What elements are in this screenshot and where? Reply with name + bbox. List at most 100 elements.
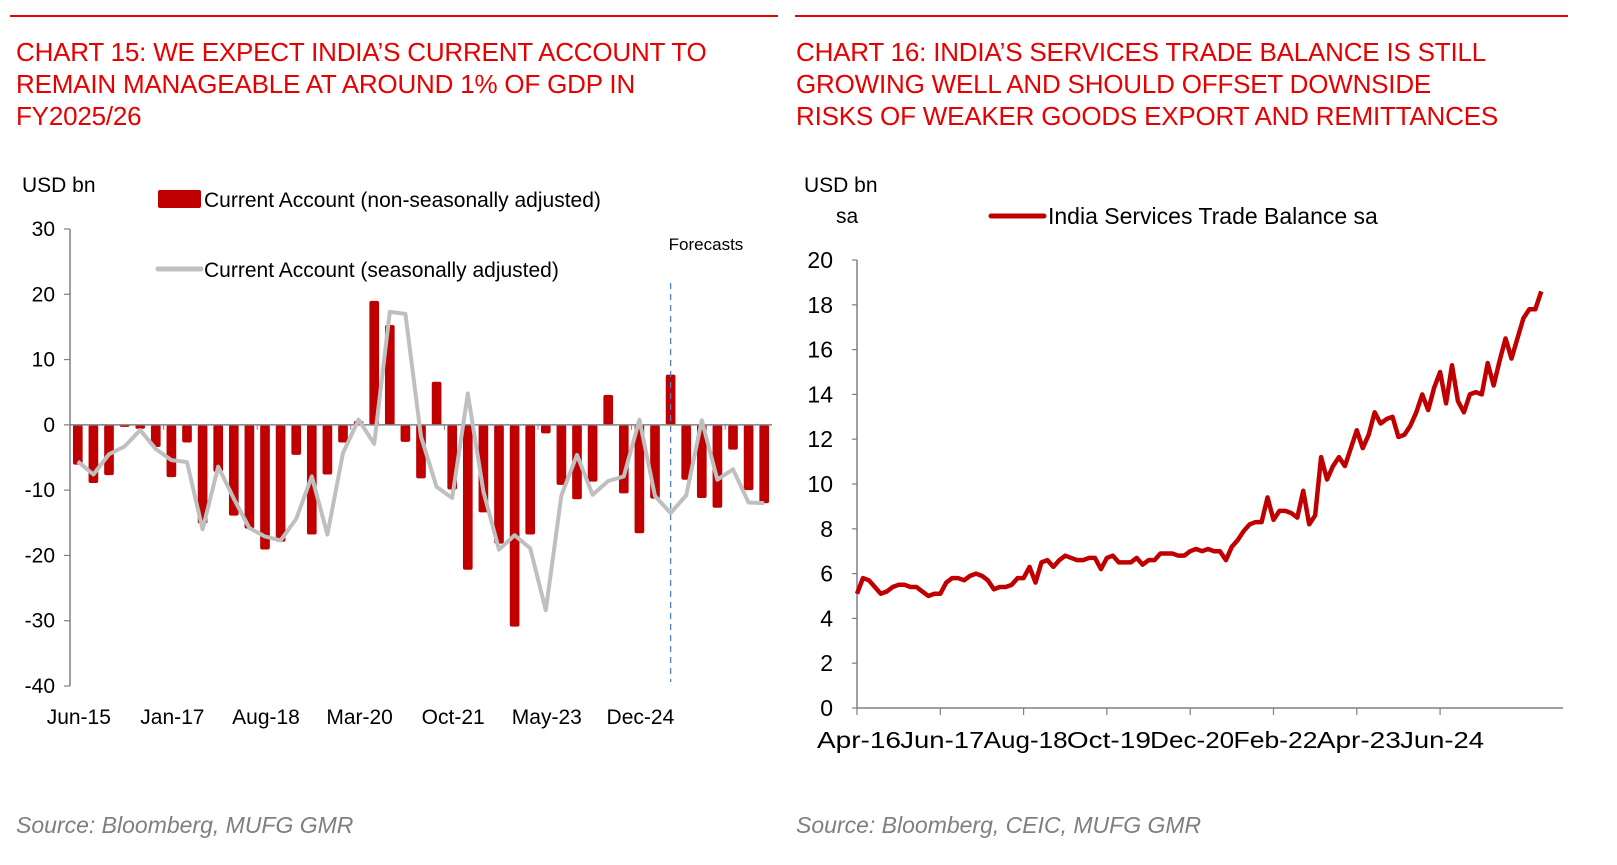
chart15-y-tick-labels: 30 20 10 0 -10 -20 -30 -40 xyxy=(25,218,55,698)
chart15-bar xyxy=(478,424,489,513)
chart16-x-tick-label: Jun-17 xyxy=(900,727,984,753)
chart16-legend: India Services Trade Balance sa xyxy=(988,203,1378,229)
chart15-bar xyxy=(712,424,723,508)
chart15-y-tick-label: -30 xyxy=(25,610,55,633)
chart15-forecasts-annotation: Forecasts xyxy=(669,235,744,254)
chart15-x-tick-label: May-23 xyxy=(512,706,582,729)
chart16-y-tick-label: 2 xyxy=(820,650,833,676)
chart15-x-tick-label: Oct-21 xyxy=(422,706,485,729)
chart15-y-tick-label: -10 xyxy=(25,479,55,502)
chart16-x-tick-label: Jun-24 xyxy=(1400,727,1484,753)
chart16-x-tick-label: Apr-16 xyxy=(817,727,901,753)
chart15-bar xyxy=(681,424,692,480)
chart15-bar xyxy=(275,424,286,542)
chart15-y-tick-label: 10 xyxy=(32,349,55,372)
chart15-bar xyxy=(556,424,567,485)
chart15-title-line: CHART 15: WE EXPECT INDIA’S CURRENT ACCO… xyxy=(16,37,707,67)
chart15-bar xyxy=(431,381,442,425)
chart16-x-tick-label: Aug-18 xyxy=(984,727,1068,753)
chart15-y-tick-label: 0 xyxy=(43,414,55,437)
header-rule-right xyxy=(795,15,1568,17)
chart15-bar xyxy=(104,424,114,476)
chart16-y-tick-label: 6 xyxy=(820,561,833,587)
chart15-x-tick-label: Jan-17 xyxy=(140,706,204,729)
chart16-title-line: GROWING WELL AND SHOULD OFFSET DOWNSIDE xyxy=(796,69,1432,99)
chart15-bar xyxy=(213,424,224,472)
chart16-y-tick-label: 12 xyxy=(807,426,833,452)
chart15-bar xyxy=(400,424,411,442)
chart15-bar xyxy=(244,424,255,529)
chart15-bar xyxy=(182,424,192,443)
chart15-x-tick-label: Jun-15 xyxy=(47,706,111,729)
chart15-bar xyxy=(338,424,348,443)
chart15-bar xyxy=(696,424,707,498)
chart15-bar xyxy=(728,424,738,450)
chart15-current-account: USD bn Forecasts Current Account (non-se… xyxy=(22,174,772,729)
chart15-bar xyxy=(135,424,146,429)
chart15-bar xyxy=(525,424,536,535)
chart15-bars xyxy=(72,300,770,627)
chart15-title: CHART 15: WE EXPECT INDIA’S CURRENT ACCO… xyxy=(16,36,707,132)
chart15-bar xyxy=(665,374,676,425)
chart15-y-axis-label: USD bn xyxy=(22,174,96,197)
chart16-title-line: RISKS OF WEAKER GOODS EXPORT AND REMITTA… xyxy=(796,101,1498,131)
chart15-bar xyxy=(462,424,473,570)
chart15-bar xyxy=(759,424,770,504)
chart15-bar xyxy=(494,424,504,544)
chart16-x-tick-label: Dec-20 xyxy=(1150,727,1234,753)
chart16-x-tick-labels: Apr-16 Jun-17 Aug-18 Oct-19 Dec-20 Feb-22 Apr-… xyxy=(817,727,1484,753)
chart15-bar xyxy=(540,424,551,434)
chart15-bar xyxy=(587,424,598,482)
chart15-y-tick-label: 30 xyxy=(32,218,55,241)
chart15-bar xyxy=(384,324,395,425)
chart15-bar xyxy=(260,424,270,550)
chart16-services-line xyxy=(854,290,1544,599)
chart16-y-tick-labels: 0 2 4 6 8 10 12 14 16 18 20 xyxy=(807,247,833,721)
header-rule-left xyxy=(10,15,778,17)
chart16-title-line: CHART 16: INDIA’S SERVICES TRADE BALANCE… xyxy=(796,37,1487,67)
chart15-x-tick-label: Mar-20 xyxy=(326,706,393,729)
chart16-title: CHART 16: INDIA’S SERVICES TRADE BALANCE… xyxy=(796,36,1498,132)
chart15-bar xyxy=(166,424,177,478)
chart15-bar xyxy=(603,394,614,425)
chart16-y-tick-label: 16 xyxy=(807,337,833,363)
legend-label-services: India Services Trade Balance sa xyxy=(1048,203,1378,229)
chart15-bar xyxy=(634,424,645,534)
chart15-x-tick-labels: Jun-15 Jan-17 Aug-18 Mar-20 Oct-21 May-23 Dec-… xyxy=(47,706,675,729)
chart16-y-axis-label-line2: sa xyxy=(836,205,859,228)
chart16-axes xyxy=(852,259,1563,715)
chart15-title-line: REMAIN MANAGEABLE AT AROUND 1% OF GDP IN xyxy=(16,69,636,99)
chart15-bar xyxy=(369,300,380,425)
chart16-y-tick-label: 18 xyxy=(807,292,833,318)
chart15-sa-line xyxy=(76,309,765,613)
chart15-y-tick-label: -20 xyxy=(25,544,55,567)
chart15-x-tick-label: Dec-24 xyxy=(607,706,675,729)
chart15-x-tick-label: Aug-18 xyxy=(232,706,300,729)
chart16-y-tick-label: 10 xyxy=(807,471,833,497)
chart15-bar xyxy=(743,424,754,491)
chart15-bar xyxy=(72,424,83,465)
legend-swatch-bar xyxy=(158,190,201,208)
chart15-bar xyxy=(322,424,333,475)
chart15-y-tick-label: 20 xyxy=(32,283,55,306)
legend-label-sa: Current Account (seasonally adjusted) xyxy=(204,259,559,282)
chart16-y-axis-label-line1: USD bn xyxy=(804,174,878,197)
chart15-bar xyxy=(291,424,302,455)
chart15-title-line: FY2025/26 xyxy=(16,101,142,131)
chart16-y-tick-label: 4 xyxy=(820,605,833,631)
chart15-bar xyxy=(572,424,582,500)
chart16-x-tick-label: Feb-22 xyxy=(1234,727,1318,753)
chart15-bar xyxy=(197,424,208,524)
chart16-x-tick-label: Oct-19 xyxy=(1067,727,1151,753)
chart16-services-trade-balance: USD bn sa India Services Trade Balance s… xyxy=(804,174,1563,753)
chart15-legend: Current Account (non-seasonally adjusted… xyxy=(155,189,601,282)
chart15-source: Source: Bloomberg, MUFG GMR xyxy=(16,812,354,838)
chart15-y-tick-label: -40 xyxy=(25,675,55,698)
chart16-x-tick-label: Apr-23 xyxy=(1317,727,1401,753)
chart15-bar xyxy=(150,424,161,448)
chart16-source: Source: Bloomberg, CEIC, MUFG GMR xyxy=(796,812,1202,838)
chart16-y-tick-label: 14 xyxy=(807,381,833,407)
chart16-y-tick-label: 20 xyxy=(807,247,833,273)
chart16-y-tick-label: 8 xyxy=(820,516,833,542)
